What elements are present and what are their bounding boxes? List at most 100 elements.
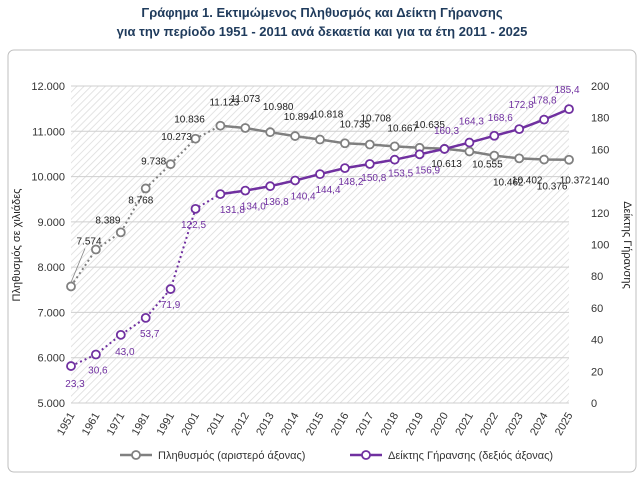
- aging-index-data-label: 150,8: [361, 173, 386, 184]
- y-right-tick-label: 180: [591, 113, 609, 125]
- population-point: [265, 127, 276, 138]
- population-data-label: 10.667: [387, 123, 418, 134]
- aging-index-point: [115, 329, 126, 340]
- aging-index-data-label: 153,5: [388, 169, 413, 180]
- legend-aging-index-marker: [361, 450, 371, 460]
- population-point: [514, 153, 525, 164]
- aging-index-point: [265, 181, 276, 192]
- aging-index-point: [315, 169, 325, 180]
- population-data-label: 10.402: [512, 175, 543, 186]
- aging-index-data-label: 178,8: [532, 96, 557, 107]
- aging-index-data-label: 134,0: [241, 202, 266, 213]
- aging-index-point: [439, 144, 450, 154]
- legend-aging-index-label: Δείκτης Γήρανσης (δεξιός άξονας): [388, 450, 553, 462]
- y-right-tick-label: 0: [591, 398, 597, 410]
- aging-index-data-label: 156,9: [415, 165, 440, 176]
- population-data-label: 8.389: [95, 216, 120, 227]
- y-right-tick-label: 60: [591, 303, 603, 315]
- aging-index-point: [489, 130, 500, 141]
- population-data-label: 10.635: [414, 120, 445, 131]
- aging-index-data-label: 168,6: [488, 113, 513, 124]
- population-data-label: 7.574: [76, 236, 101, 247]
- population-data-label: 10.894: [284, 112, 315, 123]
- y-right-tick-label: 200: [591, 81, 609, 93]
- population-data-label: 10.462: [493, 178, 524, 189]
- aging-index-point: [564, 104, 574, 115]
- population-point: [165, 159, 176, 170]
- aging-index-point: [539, 114, 549, 125]
- y-left-tick-label: 11.000: [32, 126, 65, 138]
- population-data-label: 10.376: [537, 182, 568, 193]
- population-data-label: 10.372: [560, 176, 591, 187]
- population-point: [339, 138, 350, 149]
- aging-index-point: [165, 284, 176, 294]
- aging-index-data-label: 148,2: [338, 177, 363, 188]
- population-point: [91, 244, 101, 255]
- population-point: [66, 281, 76, 292]
- aging-index-data-label: 140,4: [291, 191, 316, 202]
- population-point: [290, 131, 301, 141]
- y-right-tick-label: 100: [591, 240, 609, 252]
- population-point: [240, 123, 251, 133]
- aging-index-data-label: 131,8: [220, 205, 245, 216]
- legend-population-label: Πληθυσμός (αριστερό άξονας): [158, 450, 305, 462]
- population-data-label: 10.836: [174, 115, 205, 126]
- aging-index-point: [190, 203, 201, 214]
- aging-index-data-label: 136,8: [264, 197, 289, 208]
- aging-index-point: [290, 175, 301, 186]
- population-data-label: 10.555: [472, 159, 503, 170]
- population-point: [564, 154, 574, 165]
- y-left-tick-label: 6.000: [37, 353, 65, 365]
- aging-index-point: [140, 312, 151, 323]
- aging-index-point: [364, 159, 375, 169]
- population-data-label: 10.613: [431, 159, 462, 170]
- aging-index-point: [389, 154, 400, 165]
- y-right-tick-label: 140: [591, 176, 609, 188]
- aging-index-data-label: 30,6: [88, 365, 108, 376]
- population-point: [489, 150, 500, 161]
- aging-index-data-label: 53,7: [140, 329, 160, 340]
- population-data-label: 10.708: [361, 114, 392, 125]
- y-right-axis-title: Δείκτης Γήρανσης: [621, 201, 633, 289]
- population-data-label: 10.818: [313, 110, 344, 121]
- aging-index-point: [339, 163, 350, 174]
- population-point: [464, 146, 475, 157]
- population-point: [389, 141, 400, 152]
- aging-index-point: [215, 189, 226, 199]
- aging-index-data-label: 160,3: [434, 126, 459, 137]
- y-right-tick-label: 160: [591, 144, 609, 156]
- aging-index-data-label: 23,3: [65, 379, 85, 390]
- population-data-label: 8.768: [128, 195, 153, 206]
- y-left-tick-label: 5.000: [37, 398, 65, 410]
- label-leader: [70, 248, 86, 283]
- aging-index-point: [514, 124, 525, 135]
- y-right-tick-label: 120: [591, 208, 609, 220]
- y-right-tick-label: 20: [591, 366, 603, 378]
- aging-index-data-label: 164,3: [459, 117, 484, 128]
- legend-population-marker: [131, 450, 141, 460]
- population-data-label: 10.980: [263, 102, 294, 113]
- aging-index-point: [66, 361, 76, 371]
- population-data-label: 10.273: [161, 132, 192, 143]
- population-point: [315, 134, 325, 145]
- y-left-axis-title: Πληθυσμός σε χιλιάδες: [11, 189, 23, 302]
- aging-index-point: [240, 185, 251, 196]
- population-point: [190, 133, 201, 144]
- y-right-tick-label: 80: [591, 271, 603, 283]
- aging-index-data-label: 71,9: [161, 300, 181, 311]
- population-point: [539, 154, 549, 165]
- aging-index-point: [91, 349, 101, 360]
- population-point: [140, 183, 151, 194]
- population-point: [215, 120, 226, 131]
- aging-index-point: [464, 137, 475, 148]
- y-left-tick-label: 7.000: [37, 307, 65, 319]
- aging-index-data-label: 185,4: [554, 85, 579, 96]
- population-data-label: 10.735: [340, 119, 371, 130]
- y-left-tick-label: 8.000: [37, 262, 65, 274]
- aging-index-data-label: 144,4: [315, 185, 340, 196]
- chart-title-line-1: Γράφημα 1. Εκτιμώμενος Πληθυσμός και Δεί…: [141, 5, 503, 20]
- population-data-label: 11.073: [230, 94, 260, 105]
- population-data-label: 9.738: [141, 156, 166, 167]
- aging-index-data-label: 172,8: [509, 100, 534, 111]
- y-left-tick-label: 12.000: [31, 81, 65, 93]
